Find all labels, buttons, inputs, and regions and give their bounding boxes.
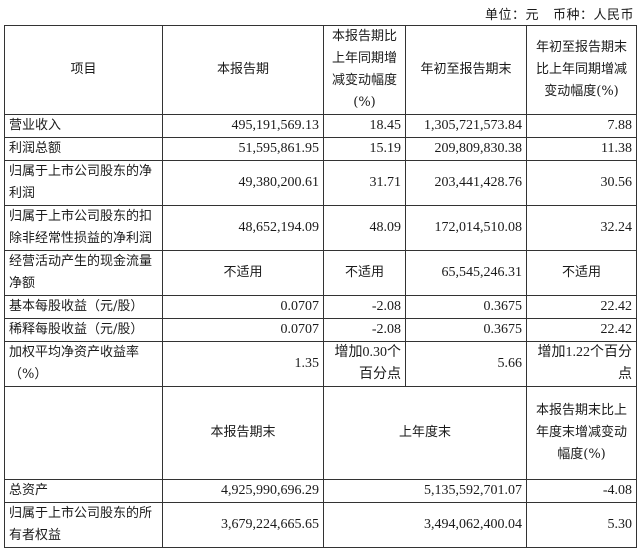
- current-change-value: -2.08: [323, 318, 406, 342]
- ytd-value: 0.3675: [405, 295, 527, 319]
- table-row: 归属于上市公司股东的所有者权益 3,679,224,665.65 3,494,062…: [4, 502, 637, 548]
- period-end-value: 3,679,224,665.65: [162, 502, 324, 548]
- row-item-label: 归属于上市公司股东的净利润: [4, 160, 163, 206]
- ytd-change-value: 不适用: [526, 250, 637, 296]
- table-row: 营业收入 495,191,569.13 18.45 1,305,721,573.84 7…: [4, 114, 637, 138]
- current-period-value: 不适用: [162, 250, 324, 296]
- row-item-label: 加权平均净资产收益率（%）: [4, 341, 163, 387]
- current-period-value: 0.0707: [162, 295, 324, 319]
- header-cell: 本报告期比上年同期增减变动幅度(%): [323, 25, 406, 115]
- ytd-value: 209,809,830.38: [405, 137, 527, 161]
- table-row: 基本每股收益（元/股） 0.0707 -2.08 0.3675 22.42: [4, 295, 637, 319]
- current-period-value: 49,380,200.61: [162, 160, 324, 206]
- ytd-change-value: 11.38: [526, 137, 637, 161]
- row-item-label: 稀释每股收益（元/股）: [4, 318, 163, 342]
- current-change-value: 18.45: [323, 114, 406, 138]
- table-row: 加权平均净资产收益率（%） 1.35 增加0.30个百分点 5.66 增加1.22个百分…: [4, 341, 637, 387]
- table-row: 归属于上市公司股东的净利润 49,380,200.61 31.71 203,441,4…: [4, 160, 637, 206]
- ytd-value: 1,305,721,573.84: [405, 114, 527, 138]
- current-period-value: 0.0707: [162, 318, 324, 342]
- current-change-value: 48.09: [323, 205, 406, 251]
- current-change-value: 31.71: [323, 160, 406, 206]
- prior-year-end-value: 5,135,592,701.07: [323, 479, 527, 503]
- table-row: 利润总额 51,595,861.95 15.19 209,809,830.38 11.3…: [4, 137, 637, 161]
- header-cell: 年初至报告期末比上年同期增减变动幅度(%): [526, 25, 637, 115]
- header-cell: [4, 386, 163, 480]
- ytd-change-value: 7.88: [526, 114, 637, 138]
- ytd-value: 0.3675: [405, 318, 527, 342]
- row-item-label: 营业收入: [4, 114, 163, 138]
- current-change-value: 增加0.30个百分点: [323, 341, 406, 387]
- header-cell: 年初至报告期末: [405, 25, 527, 115]
- ytd-change-value: 22.42: [526, 295, 637, 319]
- ytd-change-value: 增加1.22个百分点: [526, 341, 637, 387]
- current-period-value: 495,191,569.13: [162, 114, 324, 138]
- current-change-value: 15.19: [323, 137, 406, 161]
- ytd-value: 172,014,510.08: [405, 205, 527, 251]
- unit-currency-note: 单位：元 币种：人民币: [471, 4, 634, 23]
- row-item-label: 利润总额: [4, 137, 163, 161]
- row-item-label: 归属于上市公司股东的扣除非经常性损益的净利润: [4, 205, 163, 251]
- header-cell: 本报告期末: [162, 386, 324, 480]
- table-row: 稀释每股收益（元/股） 0.0707 -2.08 0.3675 22.42: [4, 318, 637, 342]
- financial-data-table: 项目 本报告期 本报告期比上年同期增减变动幅度(%) 年初至报告期末 年初至报告…: [4, 25, 637, 548]
- prior-year-end-value: 3,494,062,400.04: [323, 502, 527, 548]
- change-value: 5.30: [526, 502, 637, 548]
- ytd-change-value: 32.24: [526, 205, 637, 251]
- row-item-label: 归属于上市公司股东的所有者权益: [4, 502, 163, 548]
- current-period-value: 51,595,861.95: [162, 137, 324, 161]
- ytd-value: 203,441,428.76: [405, 160, 527, 206]
- ytd-value: 65,545,246.31: [405, 250, 527, 296]
- current-period-value: 1.35: [162, 341, 324, 387]
- table-header-row: 项目 本报告期 本报告期比上年同期增减变动幅度(%) 年初至报告期末 年初至报告…: [4, 25, 637, 115]
- table-row: 总资产 4,925,990,696.29 5,135,592,701.07 -4.08: [4, 479, 637, 503]
- table-row: 归属于上市公司股东的扣除非经常性损益的净利润 48,652,194.09 48.09…: [4, 205, 637, 251]
- row-item-label: 基本每股收益（元/股）: [4, 295, 163, 319]
- table-subheader-row: 本报告期末 上年度末 本报告期末比上年度末增减变动幅度(%): [4, 386, 637, 480]
- unit-label: 单位：元: [484, 8, 539, 23]
- row-item-label: 经营活动产生的现金流量净额: [4, 250, 163, 296]
- header-cell: 项目: [4, 25, 163, 115]
- change-value: -4.08: [526, 479, 637, 503]
- ytd-change-value: 22.42: [526, 318, 637, 342]
- ytd-change-value: 30.56: [526, 160, 637, 206]
- currency-label: 币种：人民币: [552, 8, 634, 23]
- current-change-value: -2.08: [323, 295, 406, 319]
- table-row: 经营活动产生的现金流量净额 不适用 不适用 65,545,246.31 不适用: [4, 250, 637, 296]
- row-item-label: 总资产: [4, 479, 163, 503]
- current-period-value: 48,652,194.09: [162, 205, 324, 251]
- current-change-value: 不适用: [323, 250, 406, 296]
- period-end-value: 4,925,990,696.29: [162, 479, 324, 503]
- header-cell: 本报告期: [162, 25, 324, 115]
- header-cell: 上年度末: [323, 386, 527, 480]
- header-cell: 本报告期末比上年度末增减变动幅度(%): [526, 386, 637, 480]
- ytd-value: 5.66: [405, 341, 527, 387]
